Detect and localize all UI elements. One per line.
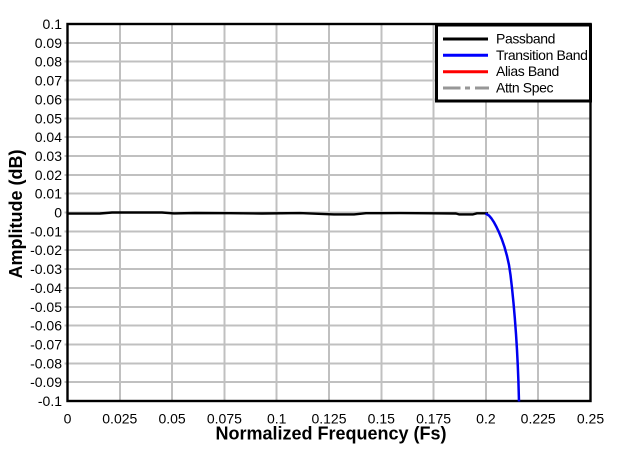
svg-text:-0.08: -0.08 xyxy=(30,355,62,371)
svg-text:0.05: 0.05 xyxy=(158,411,185,427)
svg-text:-0.03: -0.03 xyxy=(30,261,62,277)
svg-text:0.07: 0.07 xyxy=(35,73,62,89)
svg-text:0.1: 0.1 xyxy=(267,411,287,427)
svg-text:0.075: 0.075 xyxy=(207,411,242,427)
svg-text:-0.05: -0.05 xyxy=(30,299,62,315)
svg-text:-0.07: -0.07 xyxy=(30,336,62,352)
svg-text:Amplitude (dB): Amplitude (dB) xyxy=(6,150,26,279)
svg-text:Passband: Passband xyxy=(496,31,555,47)
svg-text:0: 0 xyxy=(54,205,62,221)
svg-text:0.1: 0.1 xyxy=(43,16,63,32)
svg-text:0.06: 0.06 xyxy=(35,91,62,107)
svg-text:0.03: 0.03 xyxy=(35,148,62,164)
svg-text:-0.01: -0.01 xyxy=(30,223,62,239)
svg-text:0.025: 0.025 xyxy=(102,411,137,427)
svg-text:-0.1: -0.1 xyxy=(38,393,62,409)
svg-text:0.15: 0.15 xyxy=(368,411,395,427)
svg-text:0.25: 0.25 xyxy=(577,411,604,427)
svg-text:0.09: 0.09 xyxy=(35,35,62,51)
svg-text:0.2: 0.2 xyxy=(476,411,496,427)
svg-text:0: 0 xyxy=(64,411,72,427)
svg-text:0.125: 0.125 xyxy=(311,411,346,427)
svg-text:-0.09: -0.09 xyxy=(30,374,62,390)
svg-text:-0.04: -0.04 xyxy=(30,280,62,296)
svg-text:-0.06: -0.06 xyxy=(30,318,62,334)
svg-text:-0.02: -0.02 xyxy=(30,242,62,258)
svg-text:0.04: 0.04 xyxy=(35,129,62,145)
svg-text:Alias Band: Alias Band xyxy=(496,63,559,79)
svg-text:0.175: 0.175 xyxy=(416,411,451,427)
svg-text:Normalized Frequency (Fs): Normalized Frequency (Fs) xyxy=(215,424,446,444)
svg-text:Transition Band: Transition Band xyxy=(496,47,588,63)
svg-text:Attn Spec: Attn Spec xyxy=(496,80,554,96)
svg-text:0.01: 0.01 xyxy=(35,186,62,202)
svg-text:0.05: 0.05 xyxy=(35,110,62,126)
svg-text:0.02: 0.02 xyxy=(35,167,62,183)
svg-text:0.225: 0.225 xyxy=(521,411,556,427)
svg-text:0.08: 0.08 xyxy=(35,54,62,70)
